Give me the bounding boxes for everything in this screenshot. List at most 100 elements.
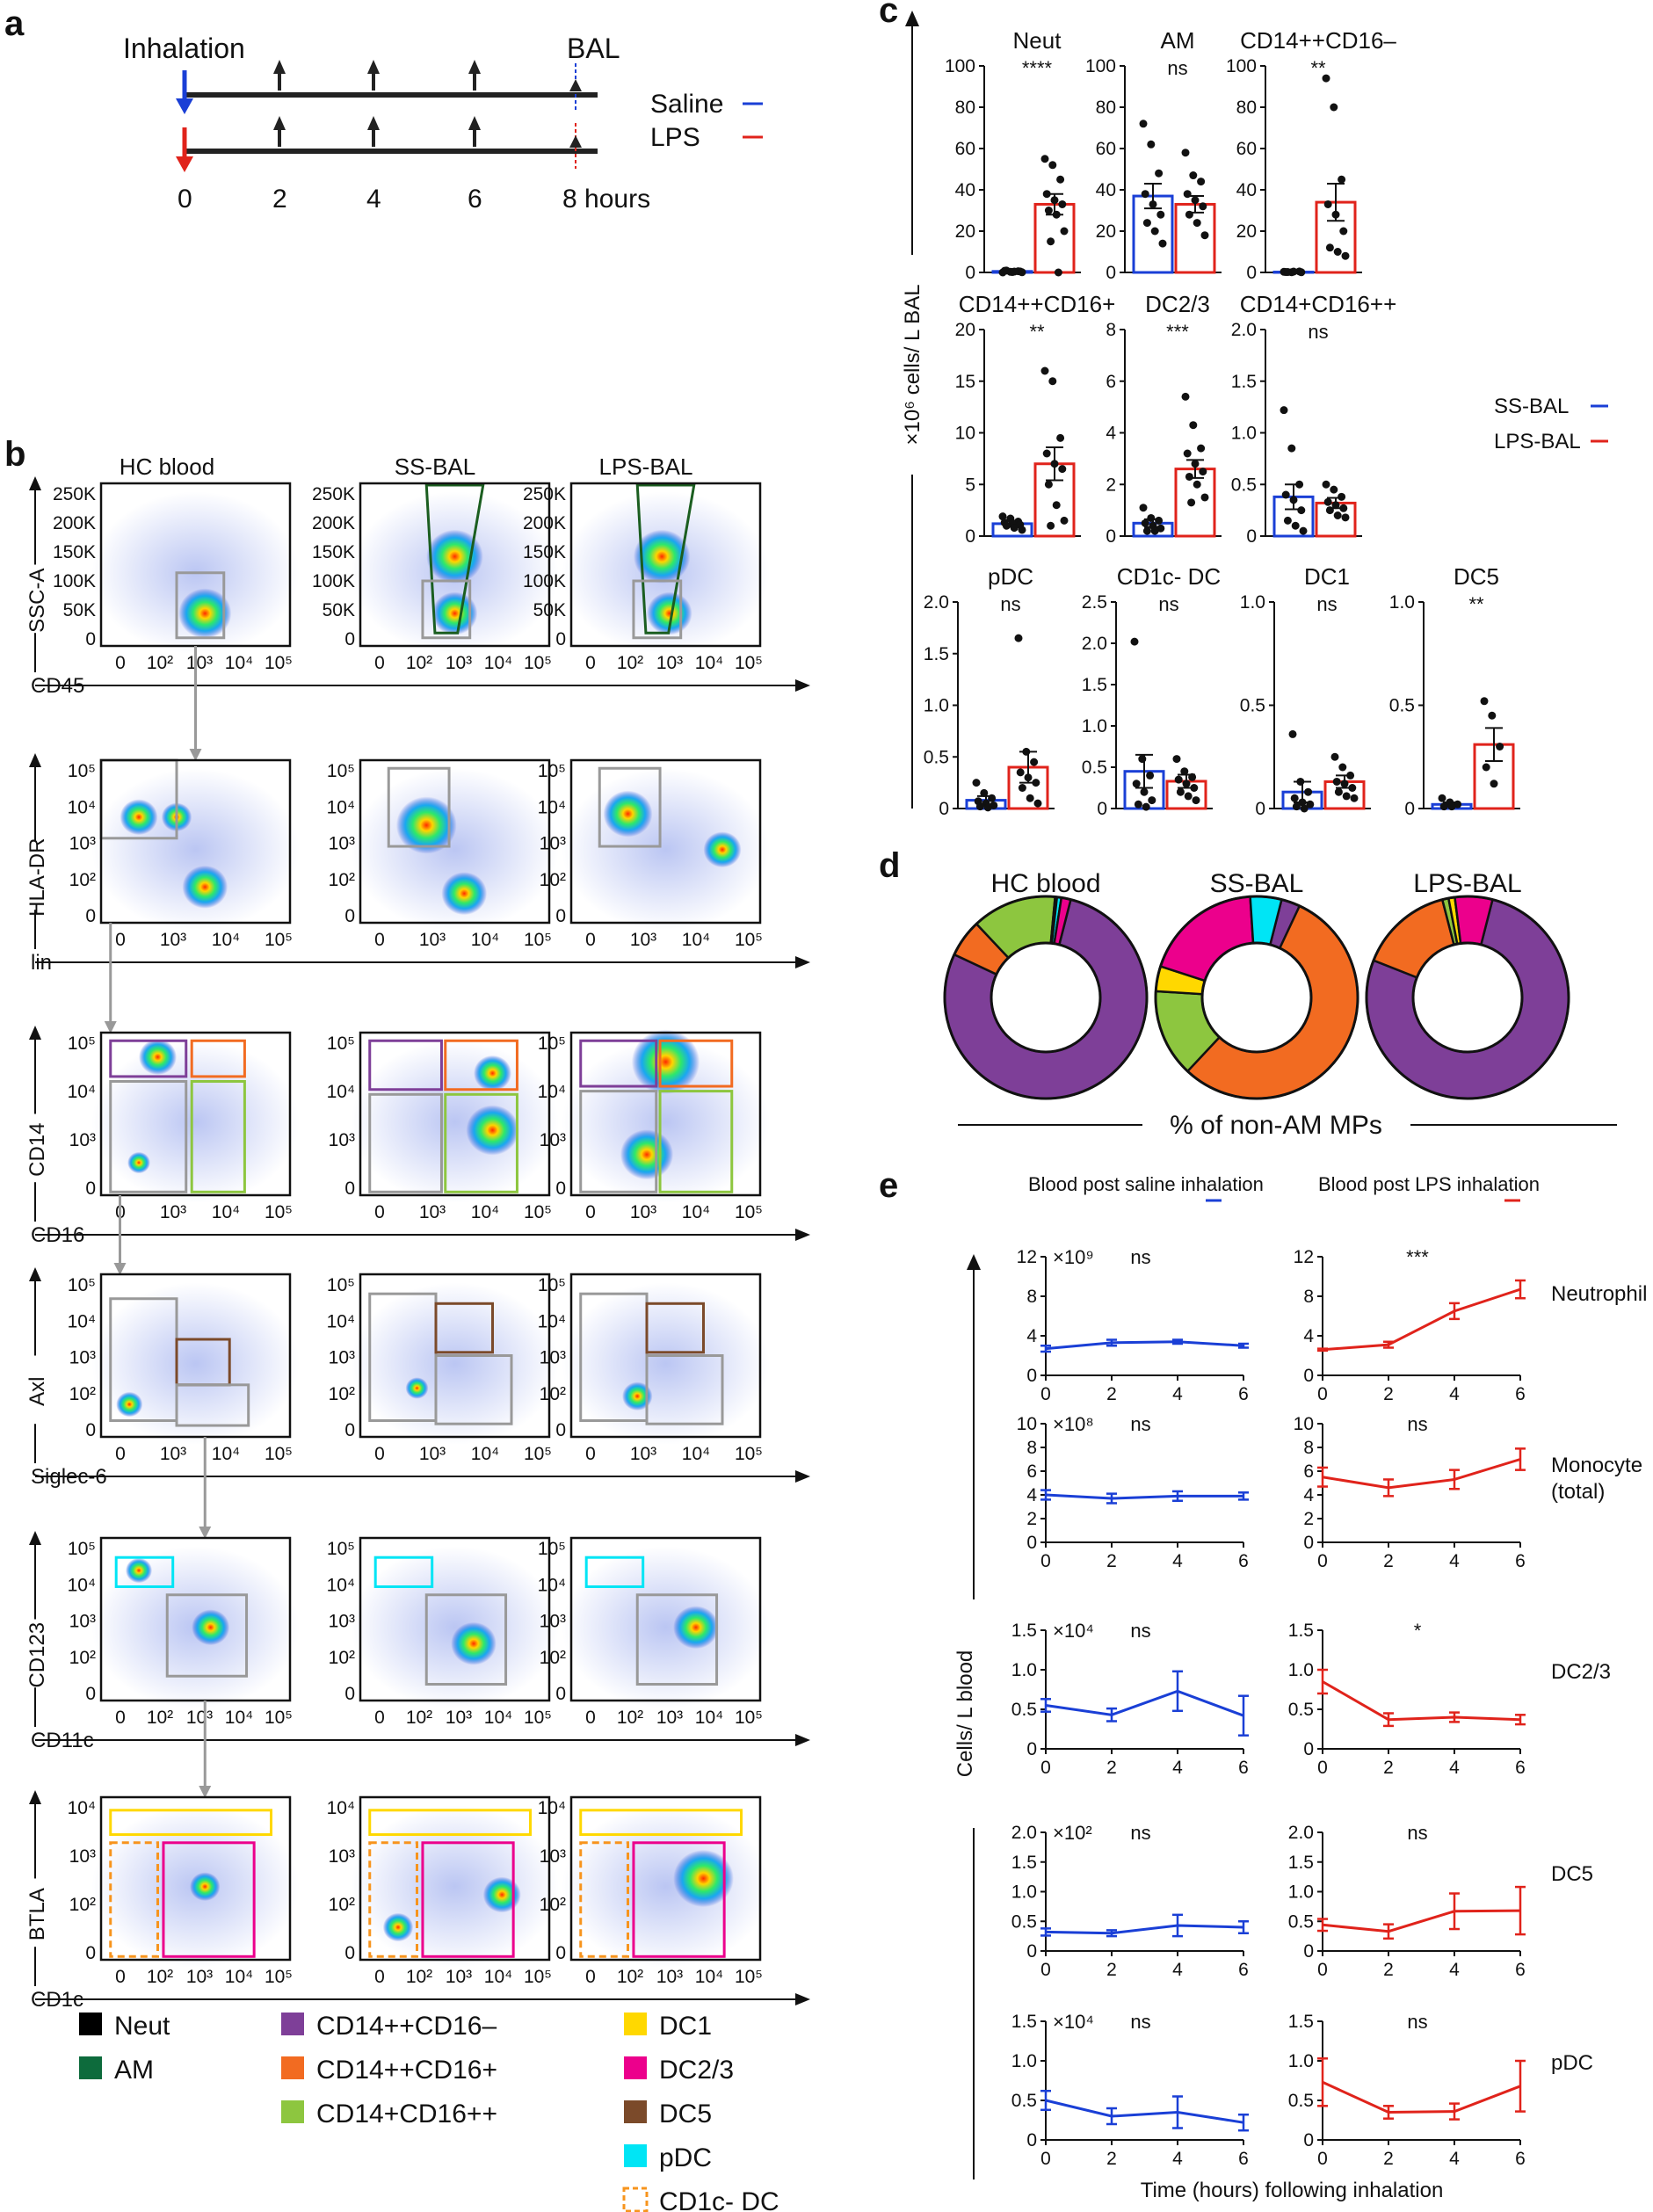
x-tick-label: 10⁴ [212,930,240,950]
density-hotspot [395,796,457,854]
data-point [1342,792,1351,801]
data-point [1014,634,1023,642]
gate [444,1039,518,1091]
x-tick-label: 6 [1515,1758,1526,1778]
y-tick-label: 0 [555,629,566,649]
y-tick-label: 10² [69,870,96,890]
data-point [1188,772,1197,781]
data-point [1050,460,1059,468]
y-tick-label: 10³ [329,1130,355,1150]
gate [579,1841,629,1958]
donut-chart: HC blood [943,869,1149,1100]
density-hotspot [125,1557,153,1584]
data-point [1048,161,1057,170]
data-point [1058,465,1067,474]
y-tick-label: 100 [945,56,975,76]
density-hotspot [190,1872,221,1902]
chart-title: pDC [988,563,1033,590]
x-tick-label: 0 [374,930,385,950]
line-chart: 0 0.5 1.0 1.5 2.0 0 2 4 6 ×10² ns [1011,1822,1249,1980]
data-point [1155,516,1164,525]
data-point [1291,521,1300,530]
x-tick-label: 0 [1040,1384,1051,1404]
y-tick-label: 1.5 [1288,1853,1314,1873]
y-tick-label: 10² [329,1895,355,1915]
y-tick-label: 0 [344,629,355,649]
plot-frame [99,1273,292,1439]
data-point [1022,747,1031,756]
y-tick-label: 0 [1246,263,1257,283]
flow-plot: 10⁵ 10⁴ 10³ 10² 00 10² 10³ 10⁴ 10⁵ [68,1536,300,1728]
data-point [1281,490,1290,499]
x-tick-label: 10³ [419,1444,446,1464]
sample-arrowhead [468,60,481,74]
x-tick-label: 10⁵ [265,1708,293,1728]
x-tick-label: 10³ [656,1967,683,1987]
plot-frame [359,1536,551,1702]
x-axis-label: CD45 [31,674,84,698]
x-tick-label: 10⁴ [695,1967,723,1987]
data-point [1176,787,1185,796]
y-tick-label: 1.5 [1231,372,1257,392]
x-tick-label: 10⁵ [735,1202,763,1222]
chart-title: DC1 [1304,563,1350,590]
event-cloud [91,768,300,932]
data-point [1193,219,1201,228]
x-tick-label: 10³ [160,1444,186,1464]
gate [645,1354,724,1425]
y-tick-label: 250K [523,484,566,504]
bal-saline-arrowhead [569,79,582,91]
donut-hole [1200,941,1313,1054]
scale-label: ×10⁴ [1053,2011,1094,2033]
y-axis-label: CD123 [25,1622,49,1688]
y-axis-arrow [29,1790,41,1804]
y-tick-label: 1.5 [1011,2012,1037,2032]
gating-arrowhead [199,1786,212,1798]
data-point [1330,485,1338,494]
x-tick-label: 10⁴ [225,1708,253,1728]
y-tick-label: 80 [1236,98,1257,118]
density-hotspot [622,1382,653,1411]
data-point [1283,268,1292,277]
legend-label: LPS-BAL [1494,430,1581,453]
x-tick-label: 6 [1238,1384,1249,1404]
y-tick-label: 10² [69,1384,96,1404]
y-tick-label: 2.0 [924,592,949,613]
legend-swatch [281,2013,304,2035]
gate [109,1039,188,1078]
x-tick-label: 10³ [160,1202,186,1222]
y-tick-label: 0 [1246,526,1257,547]
x-tick-label: 0 [1040,1758,1051,1778]
y-tick-label: 100K [523,571,566,591]
gate [632,1841,726,1958]
y-tick-label: 0 [344,1179,355,1199]
x-tick-label: 10⁴ [682,1202,710,1222]
y-tick-label: 0 [555,1179,566,1199]
x-tick-label: 10² [406,1708,432,1728]
event-cloud [351,1805,559,1969]
legend-swatch [79,2013,102,2035]
x-tick-label: 2 [1383,1758,1394,1778]
x-tick-label: 10⁴ [225,1967,253,1987]
gate [421,579,472,640]
gate [175,571,226,640]
y-tick-label: 6 [1106,372,1116,392]
x-tick-label: 10⁴ [225,653,253,673]
x-axis-arrow [795,679,810,692]
density-hotspot [603,790,653,838]
data-point [1174,775,1183,784]
y-tick-label: 2.0 [1288,1823,1314,1843]
significance-label: ns [1167,57,1187,79]
y-tick-label: 4 [1026,1326,1037,1346]
x-tick-label: 2 [1383,1384,1394,1404]
data-point [1044,207,1053,214]
chart-title: CD14++CD16+ [959,291,1116,317]
plot-frame [99,1031,292,1197]
gate [368,1841,418,1958]
panel-c: c ×10⁶ cells/ L BAL Neut****020406080100… [879,0,1608,819]
data-point [1024,773,1033,782]
y-tick-label: 1.0 [1389,592,1415,613]
data-point [1306,800,1315,809]
